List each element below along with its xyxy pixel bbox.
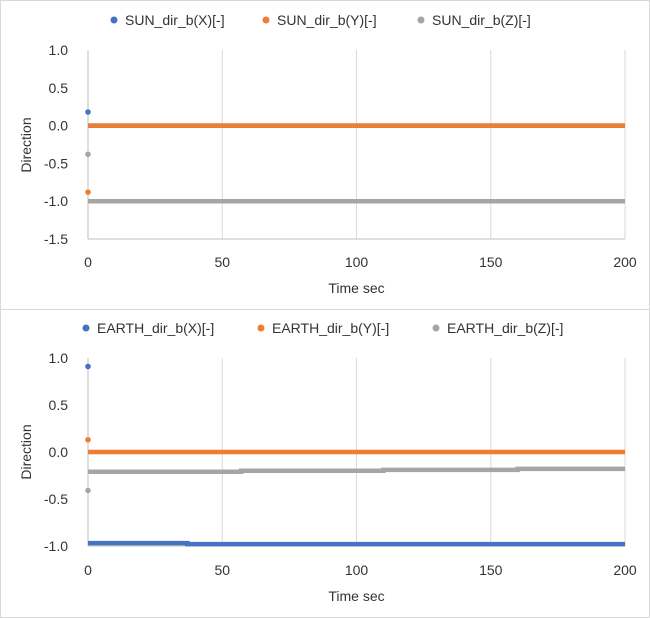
x-tick-label: 0	[84, 254, 92, 270]
x-tick-label: 100	[345, 254, 369, 270]
data-point-0	[85, 363, 91, 370]
y-tick-label: 0.5	[49, 397, 69, 413]
legend-marker-1	[262, 16, 270, 24]
legend-label-1: SUN_dir_b(Y)[-]	[277, 12, 377, 28]
series-line-2	[88, 466, 625, 474]
data-point-1	[85, 436, 91, 443]
y-tick-label: -0.5	[44, 155, 68, 171]
x-tick-label: 50	[214, 562, 230, 578]
earth-direction-plot: 1.0 0.5 0.0 -0.5 -1.0 0 50 100 150 200 Time sec Dir…	[18, 320, 637, 604]
legend-marker-2	[417, 16, 425, 24]
series-line-0	[88, 540, 625, 547]
legend-label-1: EARTH_dir_b(Y)[-]	[272, 320, 389, 336]
y-tick-label: 1.0	[49, 350, 69, 366]
data-point-2	[85, 151, 91, 158]
sun-direction-plot: 1.0 0.5 0.0 -0.5 -1.0 -1.5 0 50 100 150 200 Time se…	[18, 12, 637, 296]
legend-label-0: EARTH_dir_b(X)[-]	[97, 320, 214, 336]
x-tick-label: 0	[84, 562, 92, 578]
y-tick-label: -0.5	[44, 491, 68, 507]
x-tick-label: 50	[214, 254, 230, 270]
data-point-2	[85, 487, 91, 494]
y-tick-label: 0.5	[49, 80, 69, 96]
y-tick-label: 0.0	[49, 444, 69, 460]
legend-marker-0	[82, 324, 90, 332]
sun-direction-chart: 1.0 0.5 0.0 -0.5 -1.0 -1.5 0 50 100 150 200 Time se…	[0, 0, 650, 310]
earth-direction-chart: 1.0 0.5 0.0 -0.5 -1.0 0 50 100 150 200 Time sec Dir…	[0, 309, 650, 618]
y-axis-title: Direction	[18, 117, 34, 172]
x-tick-label: 150	[479, 562, 503, 578]
legend-label-2: SUN_dir_b(Z)[-]	[432, 12, 531, 28]
legend-marker-0	[110, 16, 118, 24]
legend-label-0: SUN_dir_b(X)[-]	[125, 12, 225, 28]
x-axis-title: Time sec	[328, 280, 384, 296]
x-tick-label: 100	[345, 562, 369, 578]
y-axis-title: Direction	[18, 424, 34, 479]
y-tick-label: 0.0	[49, 118, 69, 134]
x-tick-label: 150	[479, 254, 503, 270]
y-tick-label: 1.0	[49, 42, 69, 58]
legend-marker-1	[257, 324, 265, 332]
x-axis-title: Time sec	[328, 588, 384, 604]
y-tick-label: -1.5	[44, 231, 68, 247]
data-point-1	[85, 189, 91, 195]
x-tick-label: 200	[613, 254, 637, 270]
legend-label-2: EARTH_dir_b(Z)[-]	[447, 320, 563, 336]
x-tick-label: 200	[613, 562, 637, 578]
y-tick-label: -1.0	[44, 538, 68, 554]
legend-marker-2	[432, 324, 440, 332]
data-point-0	[85, 109, 91, 115]
y-tick-label: -1.0	[44, 193, 68, 209]
